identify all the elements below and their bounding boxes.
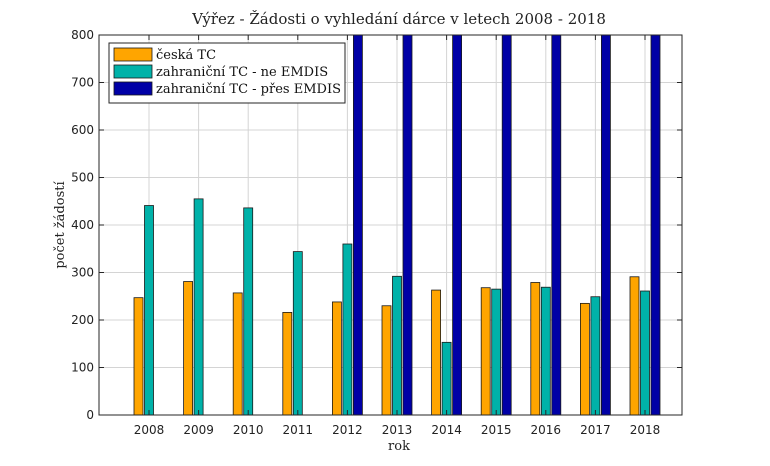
x-tick-label: 2012 <box>332 423 363 437</box>
x-axis-ticks: 2008 2009 2010 2011 2012 2013 2014 2015 2016 2017… <box>134 35 661 437</box>
bar-2-2015 <box>491 288 502 416</box>
bar-2-2016 <box>540 286 551 416</box>
x-tick-label: 2018 <box>630 423 661 437</box>
x-tick-label: 2015 <box>481 423 512 437</box>
x-tick-label: 2009 <box>183 423 214 437</box>
y-tick-label: 600 <box>71 123 94 137</box>
bar-3-2018 <box>650 34 661 416</box>
x-tick-label: 2017 <box>580 423 611 437</box>
bar-3-2015 <box>501 34 512 416</box>
y-tick-label: 800 <box>71 28 94 42</box>
bar-2-2018 <box>640 290 650 416</box>
bar-2-2009 <box>193 198 204 416</box>
bar-1-2011 <box>282 311 293 416</box>
bar-3-2013 <box>402 34 413 416</box>
y-tick-label: 700 <box>71 76 94 90</box>
legend-swatch <box>113 47 153 62</box>
bar-2-2011 <box>292 251 303 416</box>
bar-1-2008 <box>133 297 144 416</box>
bar-3-2016 <box>551 34 562 416</box>
x-axis-label: rok <box>388 439 410 454</box>
x-tick-label: 2016 <box>531 423 562 437</box>
y-tick-label: 100 <box>71 361 94 375</box>
y-axis-ticks: 0 100 200 300 400 500 600 700 800 <box>71 28 682 422</box>
bar-1-2015 <box>480 287 491 416</box>
bar-1-2013 <box>381 305 392 416</box>
bar-2-2010 <box>243 207 254 416</box>
y-tick-label: 500 <box>71 171 94 185</box>
bar-3-2014 <box>452 34 463 416</box>
y-tick-label: 200 <box>71 313 94 327</box>
x-tick-label: 2010 <box>233 423 264 437</box>
y-tick-label: 300 <box>71 266 94 280</box>
legend-swatch <box>113 64 153 79</box>
x-tick-label: 2008 <box>134 423 165 437</box>
bar-2-2014 <box>441 341 452 416</box>
bar-3-2017 <box>601 34 611 416</box>
bars <box>133 34 661 416</box>
legend-label: zahraniční TC - ne EMDIS <box>156 65 328 80</box>
bar-3-2012 <box>352 34 363 416</box>
bar-1-2016 <box>530 282 541 416</box>
legend-label: zahraniční TC - přes EMDIS <box>156 82 341 97</box>
bar-1-2017 <box>580 302 590 416</box>
y-tick-label: 0 <box>86 408 94 422</box>
bar-2-2008 <box>144 205 154 416</box>
legend-swatch <box>113 81 153 96</box>
bar-1-2014 <box>431 289 442 416</box>
bar-2-2012 <box>342 243 353 416</box>
bar-1-2018 <box>629 276 640 416</box>
x-tick-label: 2013 <box>382 423 413 437</box>
y-axis-label: počet žádostí <box>53 181 68 269</box>
bar-1-2010 <box>232 292 243 416</box>
bar-2-2017 <box>590 296 601 416</box>
chart-title: Výřez - Žádosti o vyhledání dárce v lete… <box>191 10 606 28</box>
x-tick-label: 2011 <box>283 423 314 437</box>
bar-1-2009 <box>183 281 194 416</box>
bar-2-2013 <box>392 275 402 416</box>
bar-1-2012 <box>331 301 342 416</box>
legend-label: česká TC <box>156 48 216 63</box>
x-tick-label: 2014 <box>431 423 462 437</box>
legend: česká TC zahraniční TC - ne EMDIS zahranič… <box>108 42 346 104</box>
y-tick-label: 400 <box>71 218 94 232</box>
